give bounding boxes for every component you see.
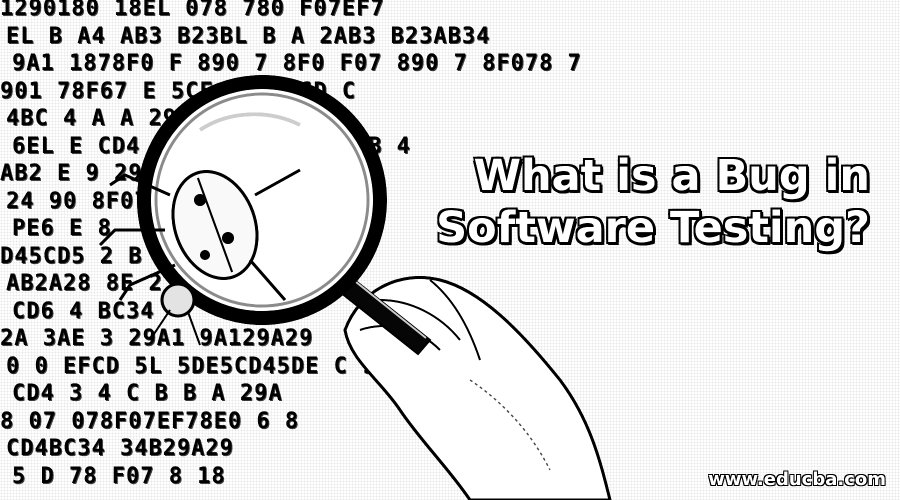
- hex-code-row: 0 0 EFCD 5L 5DE5CD45DE C 9: [6, 353, 377, 379]
- headline-line-1: What is a Bug in: [473, 151, 870, 201]
- headline: What is a Bug in Software Testing?: [400, 150, 870, 254]
- hex-code-row: 9A1 1878F0 F 890 7 8F0 F07 890 7 8F078 7: [12, 51, 582, 76]
- hex-code-row: 1290180 18EL 078 780 F07EF7: [0, 0, 385, 21]
- headline-line-2: Software Testing?: [436, 203, 870, 253]
- hex-code-row: 5 D 78 F07 8 18: [12, 463, 226, 489]
- hex-code-row: CD6 4 BC34: [12, 298, 155, 324]
- hex-code-row: CD4BC34 34B29A29: [6, 436, 234, 461]
- site-watermark: www.educba.com: [708, 469, 886, 490]
- hex-code-row: 8 07 078F07EF78E0 6 8: [0, 408, 300, 434]
- bug-icon: [98, 168, 301, 346]
- hex-code-row: PE6 E 8: [12, 216, 112, 241]
- hex-code-row: EL B A4 AB3 B23BL B A 2AB3 B23AB34: [6, 23, 491, 49]
- hex-code-row: CD4 3 4 C B B A 29A: [12, 381, 283, 406]
